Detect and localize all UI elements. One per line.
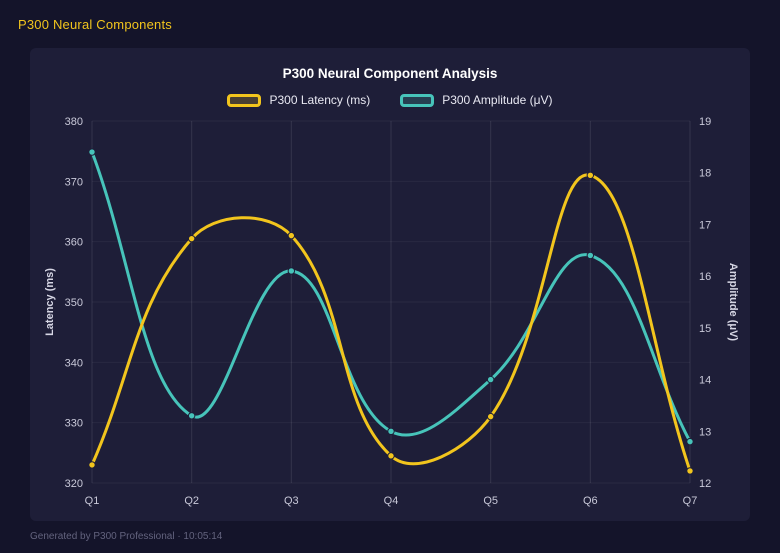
- svg-text:15: 15: [699, 323, 711, 335]
- svg-text:Q3: Q3: [284, 495, 299, 507]
- svg-text:Amplitude (μV): Amplitude (μV): [727, 263, 739, 342]
- svg-text:Q4: Q4: [384, 495, 399, 507]
- svg-text:Q5: Q5: [483, 495, 498, 507]
- svg-text:320: 320: [65, 478, 83, 490]
- svg-text:16: 16: [699, 271, 711, 283]
- svg-text:Q2: Q2: [184, 495, 199, 507]
- svg-text:17: 17: [699, 219, 711, 231]
- svg-text:370: 370: [65, 176, 83, 188]
- svg-text:13: 13: [699, 426, 711, 438]
- chart-title: P300 Neural Component Analysis: [282, 66, 498, 81]
- svg-text:330: 330: [65, 418, 83, 430]
- legend-item-amplitude[interactable]: P300 Amplitude (μV): [400, 93, 553, 107]
- svg-text:Latency (ms): Latency (ms): [44, 268, 56, 336]
- legend-swatch-latency-icon: [227, 93, 262, 107]
- legend-label-amplitude: P300 Amplitude (μV): [442, 93, 553, 107]
- svg-text:360: 360: [65, 237, 83, 249]
- svg-text:Q1: Q1: [85, 495, 100, 507]
- line-chart[interactable]: 320 330 340 350 360 370 380 12 13 14 15 16 17 18 19 Q1 Q…: [40, 113, 740, 513]
- legend-swatch-amplitude-icon: [400, 93, 435, 107]
- legend-item-latency[interactable]: P300 Latency (ms): [227, 93, 370, 107]
- chart-canvas[interactable]: 320 330 340 350 360 370 380 12 13 14 15 16 17 18 19 Q1 Q…: [40, 113, 740, 513]
- svg-text:Q7: Q7: [683, 495, 698, 507]
- svg-text:12: 12: [699, 478, 711, 490]
- chart-legend: P300 Latency (ms) P300 Amplitude (μV): [40, 93, 740, 107]
- footer-status: Generated by P300 Professional · 10:05:1…: [30, 531, 223, 542]
- legend-label-latency: P300 Latency (ms): [269, 93, 371, 107]
- svg-text:340: 340: [65, 357, 83, 369]
- svg-text:14: 14: [699, 375, 711, 387]
- page-header: P300 Neural Components: [0, 0, 780, 42]
- svg-text:Q6: Q6: [583, 495, 598, 507]
- svg-text:18: 18: [699, 168, 711, 180]
- chart-panel: P300 Neural Component Analysis P300 Late…: [30, 48, 750, 521]
- page-title: P300 Neural Components: [18, 17, 172, 32]
- svg-text:380: 380: [65, 116, 83, 128]
- svg-text:350: 350: [65, 297, 83, 309]
- svg-text:19: 19: [699, 116, 711, 128]
